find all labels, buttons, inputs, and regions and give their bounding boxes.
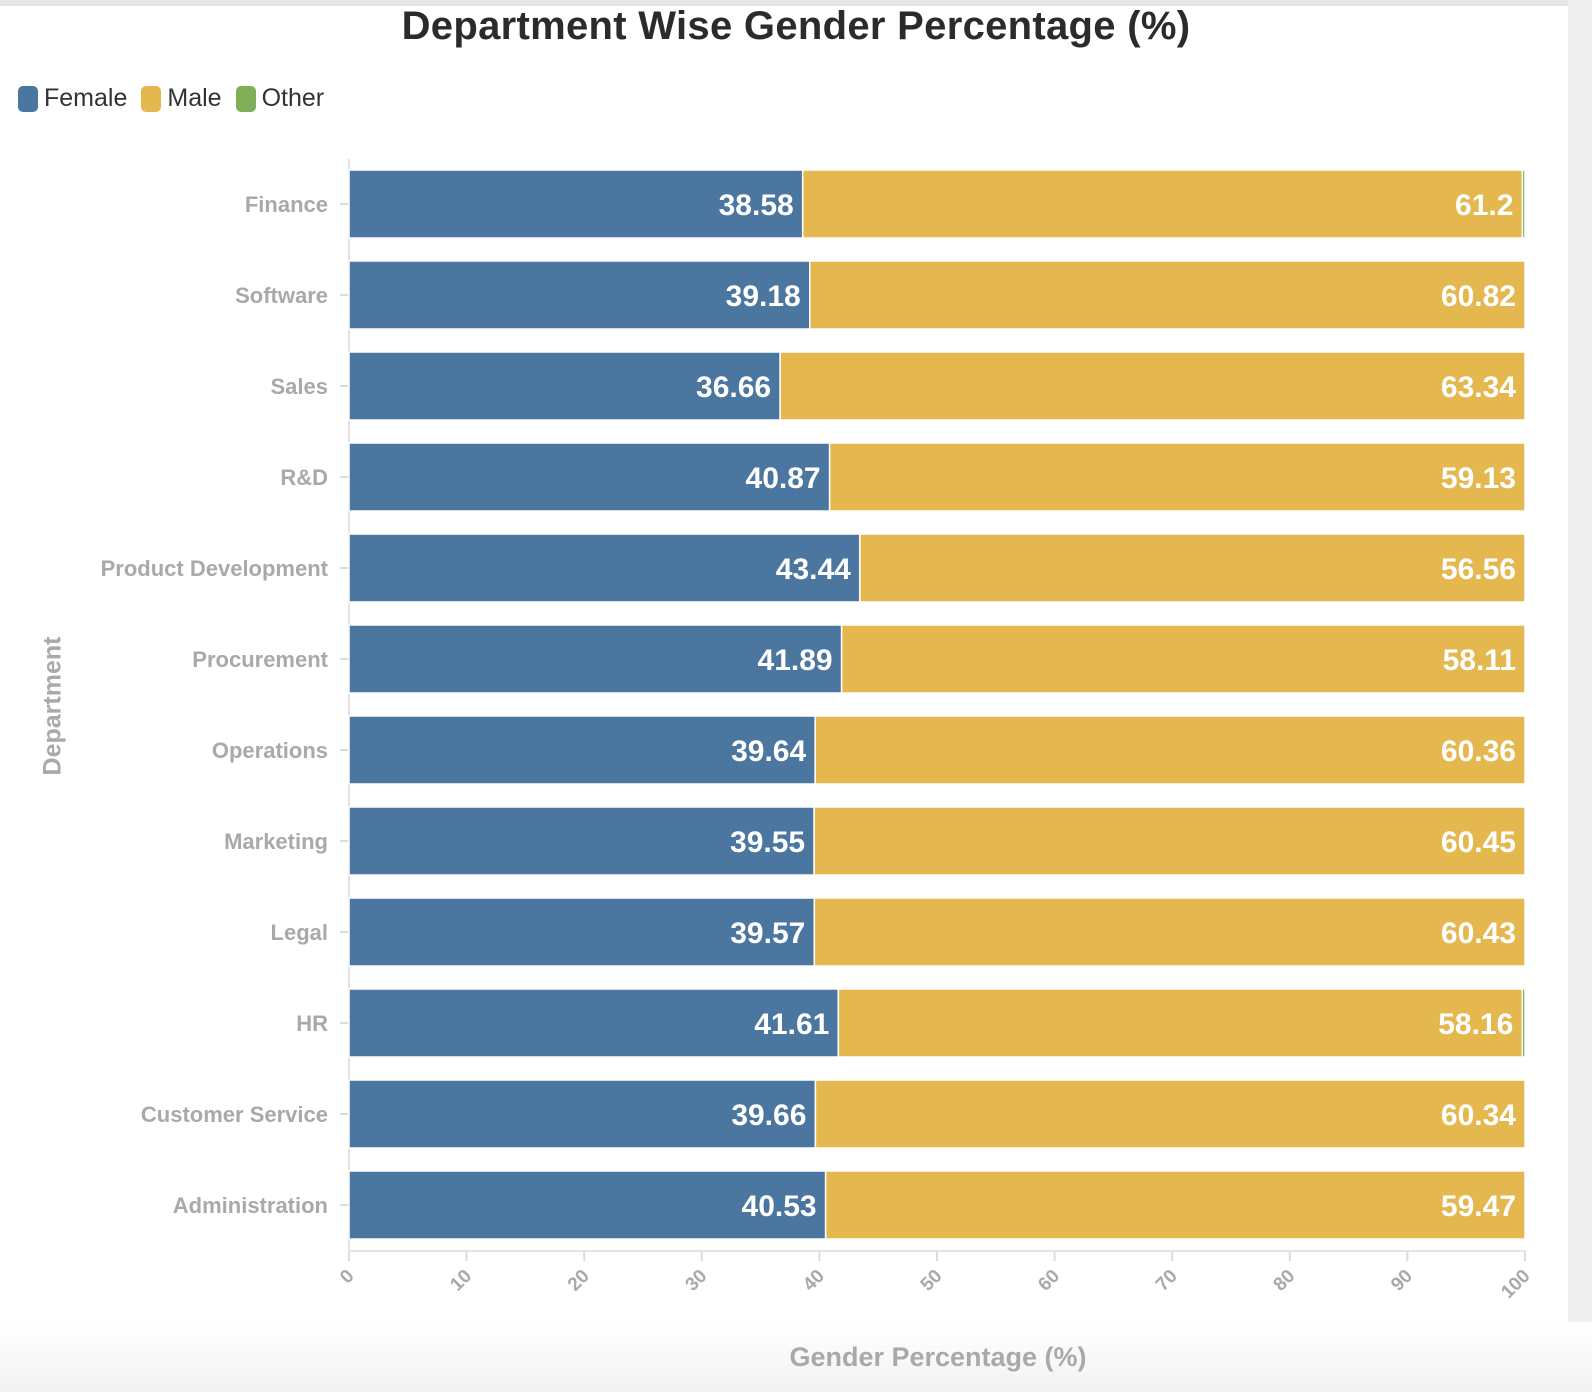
bar-male-marketing[interactable]: [813, 806, 1526, 876]
bar-other-finance[interactable]: [1521, 169, 1526, 239]
x-tick-label-80: 80: [1270, 1266, 1300, 1296]
legend: Female Male Other: [18, 84, 324, 113]
legend-swatch-male: [141, 85, 162, 112]
x-tick-label-60: 60: [1034, 1266, 1064, 1296]
y-tick-label-sales: Sales: [271, 374, 329, 399]
data-label-female-marketing: 39.55: [730, 826, 805, 859]
data-label-female-operations: 39.64: [731, 735, 806, 768]
bar-male-legal[interactable]: [813, 897, 1526, 967]
data-label-female-hr: 41.61: [754, 1008, 829, 1041]
x-tick-label-50: 50: [917, 1266, 947, 1296]
x-tick-label-100: 100: [1497, 1266, 1534, 1303]
data-label-male-administration: 59.47: [1441, 1190, 1516, 1223]
data-label-female-customer-service: 39.66: [731, 1099, 806, 1132]
bar-male-sales[interactable]: [779, 351, 1526, 421]
data-label-male-procurement: 58.11: [1443, 644, 1516, 677]
data-label-male-hr: 58.16: [1438, 1008, 1513, 1041]
data-label-female-finance: 38.58: [719, 189, 794, 222]
legend-item-male[interactable]: Male: [141, 84, 222, 113]
data-label-female-software: 39.18: [726, 280, 801, 313]
bottom-shadow: [0, 1322, 1592, 1392]
x-tick-label-20: 20: [564, 1266, 594, 1296]
bar-male-administration[interactable]: [824, 1170, 1526, 1240]
y-tick-label-legal: Legal: [271, 920, 328, 945]
bar-male-hr[interactable]: [837, 988, 1524, 1058]
data-label-male-marketing: 60.45: [1441, 826, 1516, 859]
data-label-male-operations: 60.36: [1441, 735, 1516, 768]
bar-male-procurement[interactable]: [840, 624, 1526, 694]
x-tick-label-30: 30: [682, 1266, 712, 1296]
bar-female-software[interactable]: [348, 260, 811, 330]
bar-female-finance[interactable]: [348, 169, 804, 239]
y-tick-label-product-development: Product Development: [101, 556, 329, 581]
data-label-female-randd: 40.87: [746, 462, 821, 495]
y-tick-label-marketing: Marketing: [224, 829, 328, 854]
data-label-female-administration: 40.53: [742, 1190, 817, 1223]
y-tick-label-software: Software: [235, 283, 328, 308]
legend-label-female: Female: [44, 84, 128, 112]
x-tick-label-70: 70: [1152, 1266, 1182, 1296]
legend-item-other[interactable]: Other: [235, 84, 325, 113]
bar-female-administration[interactable]: [348, 1170, 827, 1240]
bar-male-randd[interactable]: [828, 442, 1526, 512]
bar-male-product-development[interactable]: [859, 533, 1526, 603]
data-label-male-software: 60.82: [1441, 280, 1516, 313]
y-axis-title: Department: [38, 636, 67, 776]
data-label-male-product-development: 56.56: [1441, 553, 1516, 586]
data-label-male-sales: 63.34: [1441, 371, 1516, 404]
legend-swatch-other: [235, 85, 256, 112]
data-label-male-legal: 60.43: [1441, 917, 1516, 950]
bar-female-sales[interactable]: [348, 351, 781, 421]
x-tick-label-10: 10: [446, 1266, 476, 1296]
legend-item-female[interactable]: Female: [18, 84, 127, 113]
y-tick-label-hr: HR: [296, 1011, 328, 1036]
bar-female-operations[interactable]: [348, 715, 816, 785]
data-label-female-legal: 39.57: [730, 917, 805, 950]
scrollbar-track[interactable]: [1568, 0, 1592, 1392]
y-tick-label-randd: R&D: [280, 465, 328, 490]
legend-label-other: Other: [261, 84, 325, 112]
bar-female-marketing[interactable]: [348, 806, 815, 876]
data-label-male-customer-service: 60.34: [1441, 1099, 1516, 1132]
data-label-female-procurement: 41.89: [758, 644, 833, 677]
bar-female-product-development[interactable]: [348, 533, 861, 603]
bar-other-hr[interactable]: [1521, 988, 1526, 1058]
y-tick-label-procurement: Procurement: [192, 647, 328, 672]
x-tick-label-0: 0: [336, 1266, 358, 1288]
bar-male-software[interactable]: [809, 260, 1526, 330]
y-tick-label-finance: Finance: [245, 192, 328, 217]
x-axis-title: Gender Percentage (%): [789, 1342, 1087, 1372]
y-tick-label-customer-service: Customer Service: [141, 1102, 328, 1127]
data-label-male-finance: 61.2: [1455, 189, 1513, 222]
x-tick-label-40: 40: [799, 1266, 829, 1296]
data-label-male-randd: 59.13: [1441, 462, 1516, 495]
data-label-female-product-development: 43.44: [776, 553, 851, 586]
bar-female-hr[interactable]: [348, 988, 840, 1058]
bar-male-customer-service[interactable]: [814, 1079, 1526, 1149]
y-tick-label-operations: Operations: [212, 738, 328, 763]
bar-male-operations[interactable]: [814, 715, 1526, 785]
bar-female-procurement[interactable]: [348, 624, 843, 694]
legend-swatch-female: [18, 85, 38, 112]
x-tick-label-90: 90: [1387, 1266, 1417, 1296]
chart-title: Department Wise Gender Percentage (%): [401, 4, 1191, 48]
data-label-female-sales: 36.66: [696, 371, 771, 404]
bar-female-legal[interactable]: [348, 897, 816, 967]
top-border: [0, 0, 1592, 6]
y-tick-label-administration: Administration: [173, 1193, 328, 1218]
bar-male-finance[interactable]: [801, 169, 1524, 239]
bar-female-customer-service[interactable]: [348, 1079, 817, 1149]
legend-label-male: Male: [167, 84, 222, 112]
